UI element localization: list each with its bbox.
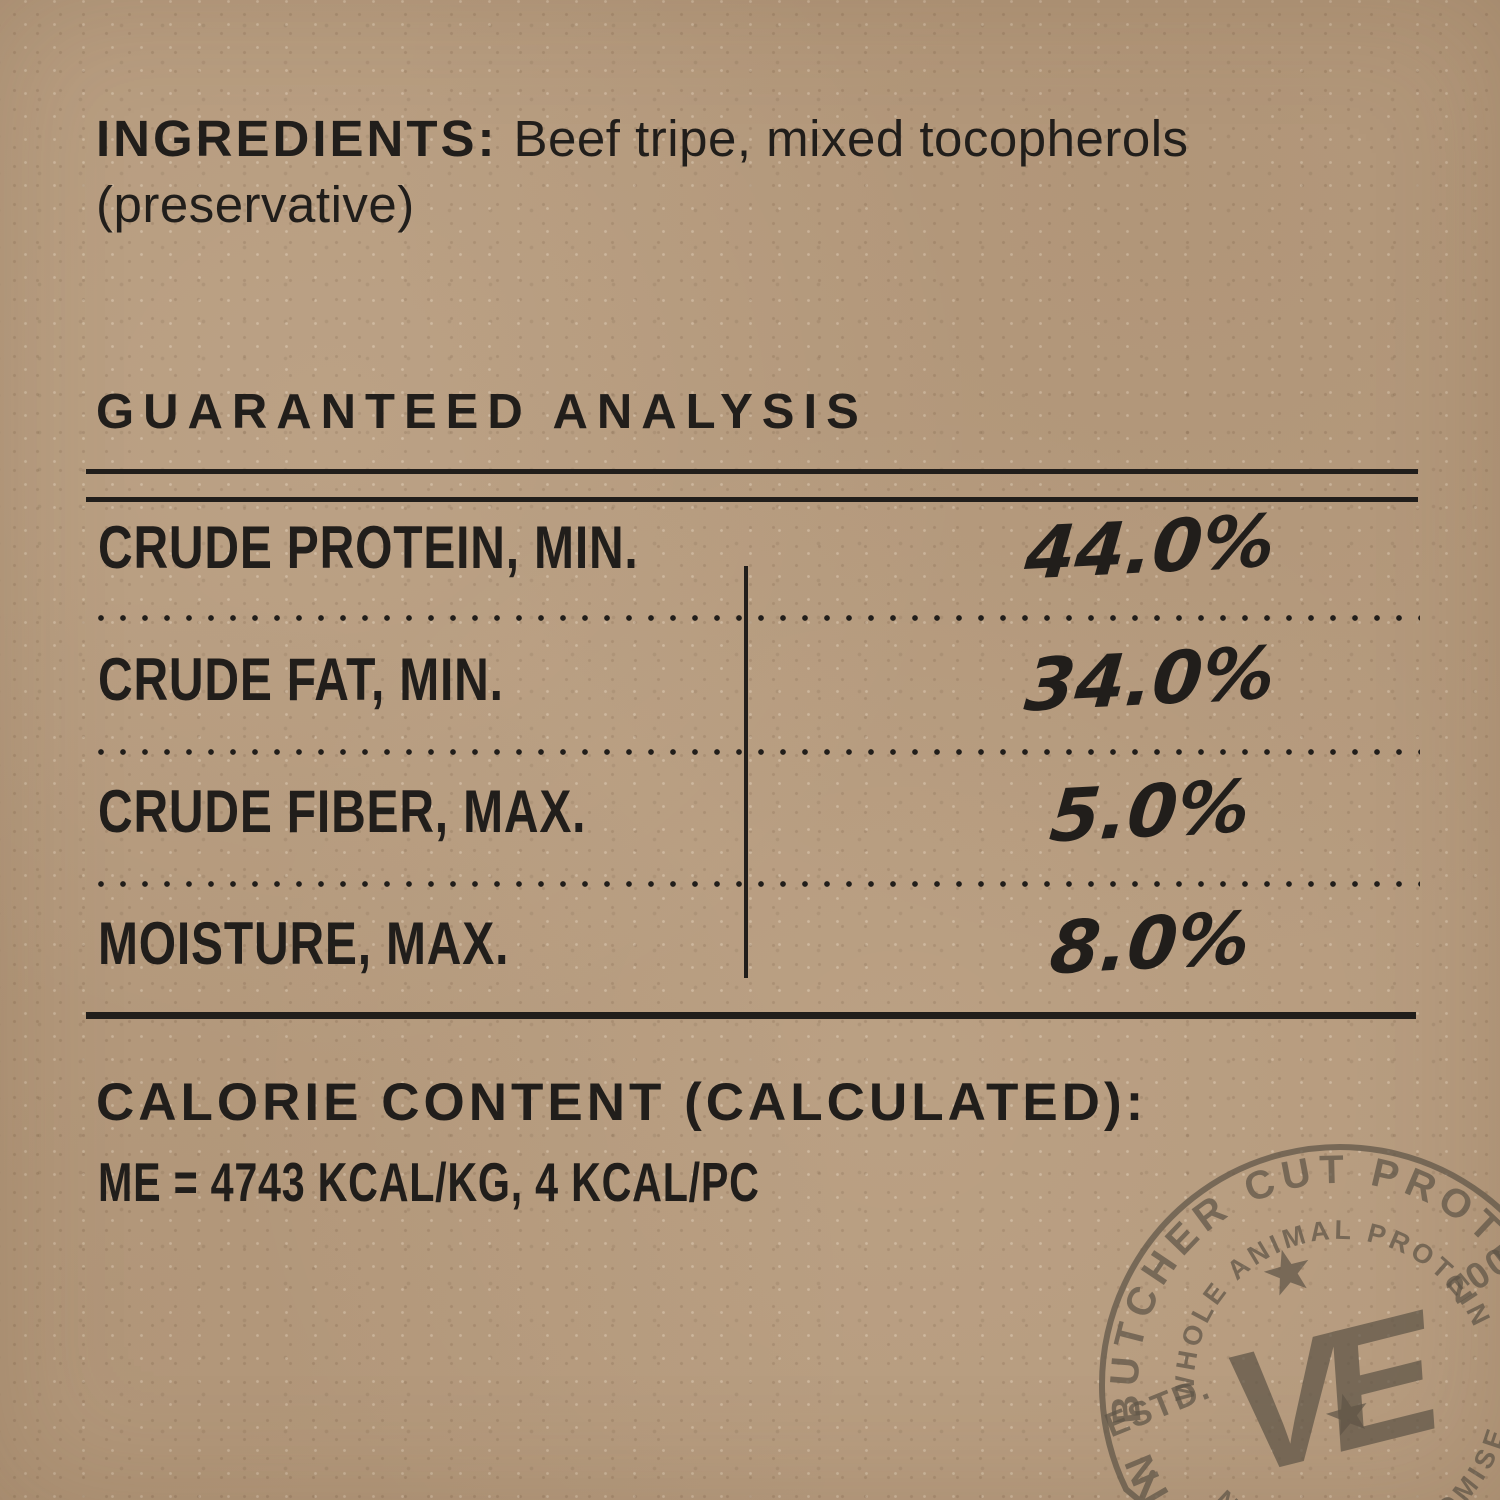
stamp-outer-arc-top [1099, 1144, 1500, 1493]
ingredients-section: INGREDIENTS: Beef tripe, mixed tocopherol… [96, 106, 1336, 238]
ingredients-heading: INGREDIENTS: [96, 110, 498, 167]
ingredients-text: Beef tripe, mixed tocopherols [513, 110, 1189, 167]
row-value-crude-fiber: 5.0% [1046, 763, 1254, 859]
stamp-arc-tick [1123, 1486, 1164, 1500]
brand-stamp: BUTCHER CUT PROTEIN BUTCHER CUT PROTEIN … [1080, 1125, 1500, 1500]
dotted-divider [90, 881, 1420, 887]
row-value-crude-fat: 34.0% [1021, 630, 1279, 728]
ve-monogram: VE [1225, 1271, 1437, 1500]
ingredients-text-line2: (preservative) [96, 176, 415, 233]
star-icon [1325, 1393, 1367, 1436]
row-label-moisture: MOISTURE, MAX. [98, 910, 510, 977]
calorie-content-heading: CALORIE CONTENT (CALCULATED): [96, 1073, 1148, 1132]
row-value-moisture: 8.0% [1046, 895, 1254, 991]
calorie-content-value: ME = 4743 KCAL/KG, 4 KCAL/PC [98, 1151, 760, 1213]
row-label-crude-protein: CRUDE PROTEIN, MIN. [98, 514, 639, 581]
stamp-rotated-group: BUTCHER CUT PROTEIN BUTCHER CUT PROTEIN … [1080, 1125, 1500, 1500]
stamp-arc-tick [1132, 1469, 1156, 1500]
dotted-divider [90, 615, 1420, 621]
row-label-crude-fat: CRUDE FAT, MIN. [98, 646, 504, 713]
row-value-crude-protein: 44.0% [1021, 498, 1279, 596]
dotted-divider [90, 749, 1420, 755]
double-rule [86, 469, 1418, 502]
guaranteed-analysis-heading: GUARANTEED ANALYSIS [96, 385, 868, 439]
stamp-year: 200 [1438, 1238, 1500, 1312]
bottom-rule [86, 1012, 1416, 1019]
row-label-crude-fiber: CRUDE FIBER, MAX. [98, 778, 587, 845]
column-divider [744, 566, 748, 978]
star-icon [1263, 1249, 1309, 1296]
